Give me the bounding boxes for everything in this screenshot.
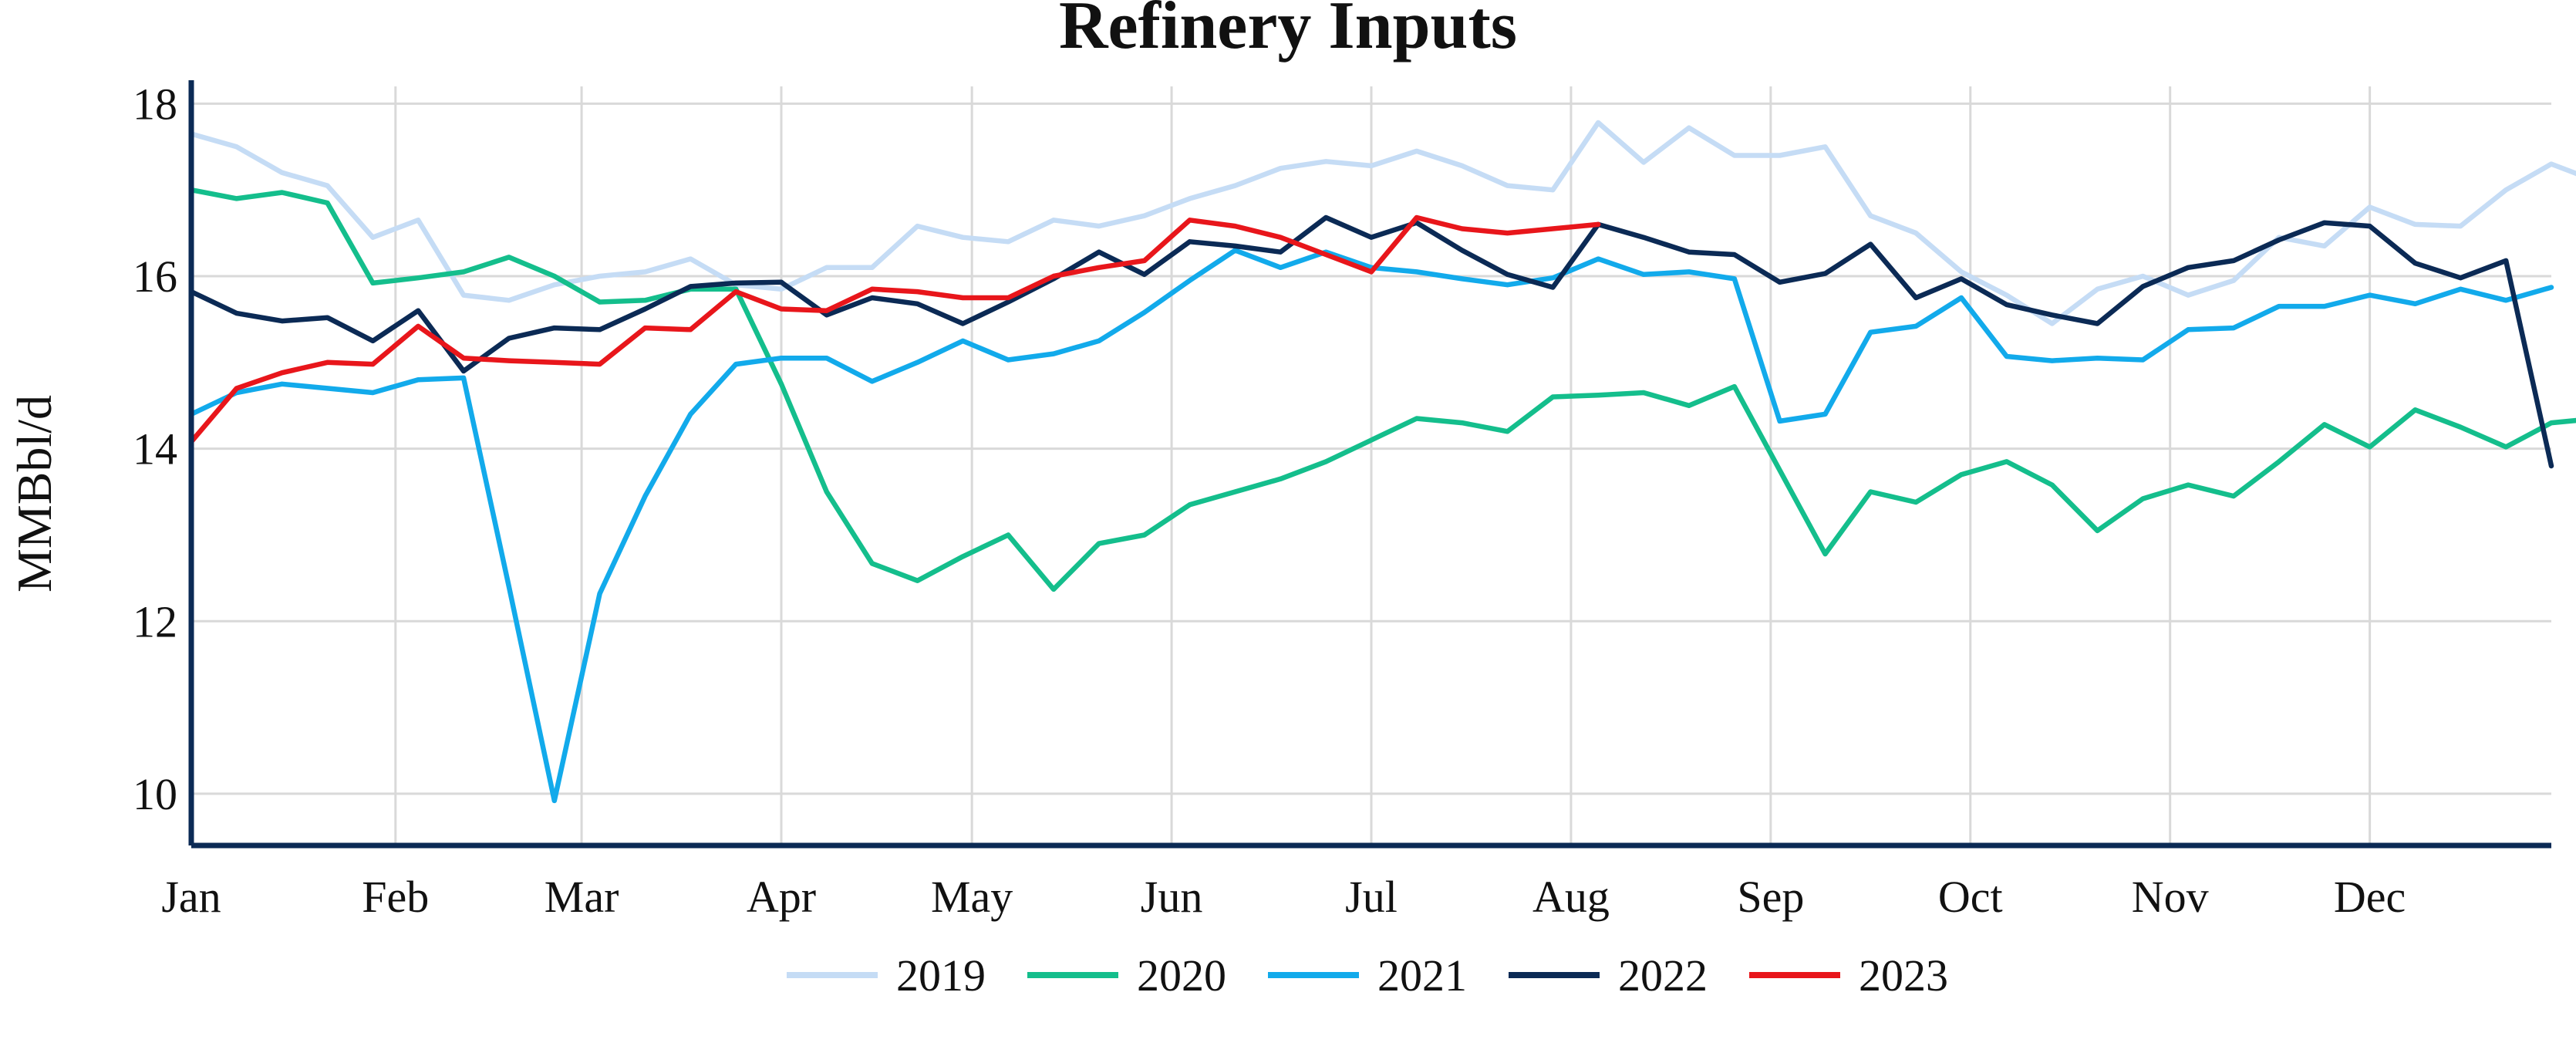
x-tick-label-aug: Aug [1532,872,1610,922]
y-axis-title: MMBbl/d [7,395,62,592]
axes [188,80,2551,849]
legend: 2019 2020 2021 2022 2023 [787,950,1948,1001]
y-tick-label-0: 10 [133,769,177,819]
y-tick-label-1: 12 [133,596,177,646]
x-tick-label-dec: Dec [2334,872,2406,922]
y-tick-labels: 10 12 14 16 18 [133,79,177,819]
x-tick-label-may: May [931,872,1013,922]
x-tick-label-jul: Jul [1345,872,1398,922]
legend-item-2022[interactable]: 2022 [1509,950,1708,1001]
x-tick-labels: Jan Feb Mar Apr May Jun Jul Aug Sep Oct Nov Dec [161,872,2406,922]
x-tick-label-apr: Apr [747,872,816,922]
x-tick-label-oct: Oct [1938,872,2003,922]
legend-item-2019[interactable]: 2019 [787,950,986,1001]
y-tick-label-2: 14 [133,424,177,474]
series-line-2023 [188,214,1601,444]
series-lines [188,120,2576,804]
gridlines [190,86,2551,845]
y-tick-label-4: 18 [133,79,177,129]
x-tick-label-mar: Mar [545,872,619,922]
series-line-2021 [188,248,2554,804]
legend-label-2021: 2021 [1377,950,1467,1001]
chart-title: Refinery Inputs [1059,0,1517,63]
legend-item-2023[interactable]: 2023 [1749,950,1948,1001]
x-tick-label-nov: Nov [2132,872,2209,922]
y-tick-label-3: 16 [133,251,177,302]
legend-label-2019: 2019 [896,950,986,1001]
x-tick-label-jan: Jan [161,872,221,922]
x-tick-label-sep: Sep [1737,872,1804,922]
legend-label-2023: 2023 [1859,950,1948,1001]
legend-label-2022: 2022 [1618,950,1708,1001]
x-tick-label-feb: Feb [362,872,429,922]
series-line-2022 [188,214,2554,469]
legend-item-2020[interactable]: 2020 [1027,950,1226,1001]
legend-label-2020: 2020 [1137,950,1226,1001]
legend-item-2021[interactable]: 2021 [1268,950,1467,1001]
series-line-2019 [188,120,2576,326]
x-tick-label-jun: Jun [1141,872,1203,922]
series-line-2020 [188,187,2576,592]
